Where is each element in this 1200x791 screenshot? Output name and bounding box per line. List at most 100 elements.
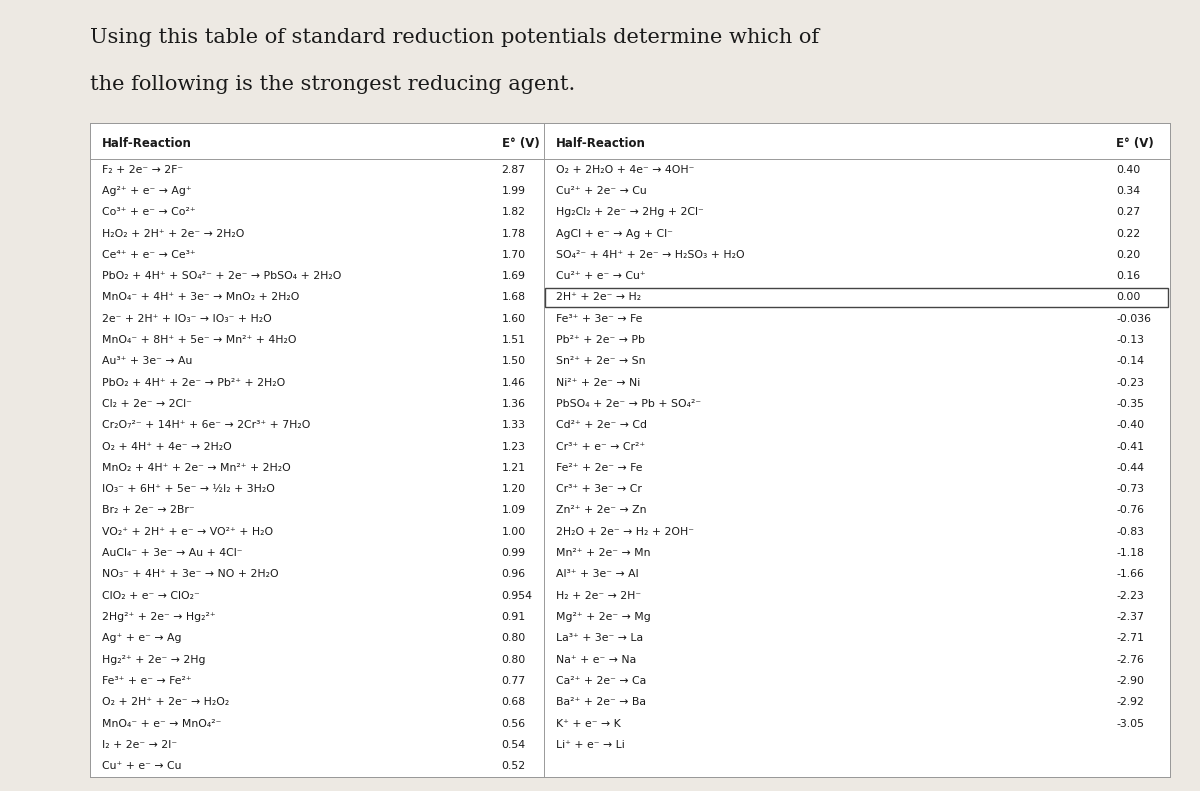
Text: Cu⁺ + e⁻ → Cu: Cu⁺ + e⁻ → Cu [102,761,181,771]
Text: AgCl + e⁻ → Ag + Cl⁻: AgCl + e⁻ → Ag + Cl⁻ [556,229,672,239]
Text: 0.56: 0.56 [502,718,526,729]
Text: Mn²⁺ + 2e⁻ → Mn: Mn²⁺ + 2e⁻ → Mn [556,548,650,558]
Text: -0.23: -0.23 [1116,377,1144,388]
Text: 1.36: 1.36 [502,399,526,409]
Text: VO₂⁺ + 2H⁺ + e⁻ → VO²⁺ + H₂O: VO₂⁺ + 2H⁺ + e⁻ → VO²⁺ + H₂O [102,527,274,537]
Text: 1.51: 1.51 [502,335,526,345]
Text: MnO₄⁻ + 4H⁺ + 3e⁻ → MnO₂ + 2H₂O: MnO₄⁻ + 4H⁺ + 3e⁻ → MnO₂ + 2H₂O [102,293,299,302]
Text: Mg²⁺ + 2e⁻ → Mg: Mg²⁺ + 2e⁻ → Mg [556,612,650,622]
Text: Br₂ + 2e⁻ → 2Br⁻: Br₂ + 2e⁻ → 2Br⁻ [102,505,194,516]
Text: -2.23: -2.23 [1116,591,1144,600]
Text: Cu²⁺ + 2e⁻ → Cu: Cu²⁺ + 2e⁻ → Cu [556,186,647,196]
Text: -0.40: -0.40 [1116,420,1144,430]
Bar [90,123,1170,777]
Text: F₂ + 2e⁻ → 2F⁻: F₂ + 2e⁻ → 2F⁻ [102,165,184,175]
Text: 1.78: 1.78 [502,229,526,239]
Text: K⁺ + e⁻ → K: K⁺ + e⁻ → K [556,718,620,729]
Text: Cd²⁺ + 2e⁻ → Cd: Cd²⁺ + 2e⁻ → Cd [556,420,647,430]
Text: 0.80: 0.80 [502,634,526,643]
Text: -0.036: -0.036 [1116,314,1151,324]
Text: H₂O₂ + 2H⁺ + 2e⁻ → 2H₂O: H₂O₂ + 2H⁺ + 2e⁻ → 2H₂O [102,229,245,239]
Text: -0.83: -0.83 [1116,527,1144,537]
Text: Zn²⁺ + 2e⁻ → Zn: Zn²⁺ + 2e⁻ → Zn [556,505,646,516]
Text: Fe³⁺ + e⁻ → Fe²⁺: Fe³⁺ + e⁻ → Fe²⁺ [102,676,192,686]
Text: Fe²⁺ + 2e⁻ → Fe: Fe²⁺ + 2e⁻ → Fe [556,463,642,473]
Text: -0.41: -0.41 [1116,441,1144,452]
Text: 1.21: 1.21 [502,463,526,473]
Text: -2.76: -2.76 [1116,655,1144,664]
Text: 0.52: 0.52 [502,761,526,771]
Text: Li⁺ + e⁻ → Li: Li⁺ + e⁻ → Li [556,740,624,750]
Text: Pb²⁺ + 2e⁻ → Pb: Pb²⁺ + 2e⁻ → Pb [556,335,644,345]
Text: 1.99: 1.99 [502,186,526,196]
Text: 2Hg²⁺ + 2e⁻ → Hg₂²⁺: 2Hg²⁺ + 2e⁻ → Hg₂²⁺ [102,612,216,622]
Bar [545,289,1168,307]
Text: 0.20: 0.20 [1116,250,1140,260]
Text: Au³⁺ + 3e⁻ → Au: Au³⁺ + 3e⁻ → Au [102,357,192,366]
Text: 0.99: 0.99 [502,548,526,558]
Text: H₂ + 2e⁻ → 2H⁻: H₂ + 2e⁻ → 2H⁻ [556,591,641,600]
Text: 0.96: 0.96 [502,570,526,579]
Text: 1.68: 1.68 [502,293,526,302]
Text: MnO₄⁻ + 8H⁺ + 5e⁻ → Mn²⁺ + 4H₂O: MnO₄⁻ + 8H⁺ + 5e⁻ → Mn²⁺ + 4H₂O [102,335,296,345]
Text: Ba²⁺ + 2e⁻ → Ba: Ba²⁺ + 2e⁻ → Ba [556,697,646,707]
Text: -0.14: -0.14 [1116,357,1144,366]
Text: -2.90: -2.90 [1116,676,1144,686]
Text: 0.91: 0.91 [502,612,526,622]
Text: Hg₂²⁺ + 2e⁻ → 2Hg: Hg₂²⁺ + 2e⁻ → 2Hg [102,655,205,664]
Text: 0.00: 0.00 [1116,293,1140,302]
Text: 2e⁻ + 2H⁺ + IO₃⁻ → IO₃⁻ + H₂O: 2e⁻ + 2H⁺ + IO₃⁻ → IO₃⁻ + H₂O [102,314,271,324]
Text: PbO₂ + 4H⁺ + 2e⁻ → Pb²⁺ + 2H₂O: PbO₂ + 4H⁺ + 2e⁻ → Pb²⁺ + 2H₂O [102,377,286,388]
Text: Cl₂ + 2e⁻ → 2Cl⁻: Cl₂ + 2e⁻ → 2Cl⁻ [102,399,192,409]
Text: Cr³⁺ + e⁻ → Cr²⁺: Cr³⁺ + e⁻ → Cr²⁺ [556,441,644,452]
Text: -1.66: -1.66 [1116,570,1144,579]
Text: IO₃⁻ + 6H⁺ + 5e⁻ → ½I₂ + 3H₂O: IO₃⁻ + 6H⁺ + 5e⁻ → ½I₂ + 3H₂O [102,484,275,494]
Text: PbSO₄ + 2e⁻ → Pb + SO₄²⁻: PbSO₄ + 2e⁻ → Pb + SO₄²⁻ [556,399,701,409]
Text: 1.82: 1.82 [502,207,526,218]
Text: -0.13: -0.13 [1116,335,1144,345]
Text: -1.18: -1.18 [1116,548,1144,558]
Text: I₂ + 2e⁻ → 2I⁻: I₂ + 2e⁻ → 2I⁻ [102,740,178,750]
Text: Half-Reaction: Half-Reaction [102,137,192,149]
Text: La³⁺ + 3e⁻ → La: La³⁺ + 3e⁻ → La [556,634,643,643]
Text: Ag²⁺ + e⁻ → Ag⁺: Ag²⁺ + e⁻ → Ag⁺ [102,186,192,196]
Text: MnO₂ + 4H⁺ + 2e⁻ → Mn²⁺ + 2H₂O: MnO₂ + 4H⁺ + 2e⁻ → Mn²⁺ + 2H₂O [102,463,290,473]
Text: 1.23: 1.23 [502,441,526,452]
Text: AuCl₄⁻ + 3e⁻ → Au + 4Cl⁻: AuCl₄⁻ + 3e⁻ → Au + 4Cl⁻ [102,548,242,558]
Text: Fe³⁺ + 3e⁻ → Fe: Fe³⁺ + 3e⁻ → Fe [556,314,642,324]
Text: 2H⁺ + 2e⁻ → H₂: 2H⁺ + 2e⁻ → H₂ [556,293,641,302]
Text: -2.71: -2.71 [1116,634,1144,643]
Text: Half-Reaction: Half-Reaction [556,137,646,149]
Text: Al³⁺ + 3e⁻ → Al: Al³⁺ + 3e⁻ → Al [556,570,638,579]
Text: 0.40: 0.40 [1116,165,1140,175]
Text: NO₃⁻ + 4H⁺ + 3e⁻ → NO + 2H₂O: NO₃⁻ + 4H⁺ + 3e⁻ → NO + 2H₂O [102,570,278,579]
Text: MnO₄⁻ + e⁻ → MnO₄²⁻: MnO₄⁻ + e⁻ → MnO₄²⁻ [102,718,221,729]
Text: Cr₂O₇²⁻ + 14H⁺ + 6e⁻ → 2Cr³⁺ + 7H₂O: Cr₂O₇²⁻ + 14H⁺ + 6e⁻ → 2Cr³⁺ + 7H₂O [102,420,311,430]
Text: -2.92: -2.92 [1116,697,1144,707]
Text: Ni²⁺ + 2e⁻ → Ni: Ni²⁺ + 2e⁻ → Ni [556,377,640,388]
Text: PbO₂ + 4H⁺ + SO₄²⁻ + 2e⁻ → PbSO₄ + 2H₂O: PbO₂ + 4H⁺ + SO₄²⁻ + 2e⁻ → PbSO₄ + 2H₂O [102,271,341,281]
Text: -0.73: -0.73 [1116,484,1144,494]
Text: Ce⁴⁺ + e⁻ → Ce³⁺: Ce⁴⁺ + e⁻ → Ce³⁺ [102,250,196,260]
Text: O₂ + 4H⁺ + 4e⁻ → 2H₂O: O₂ + 4H⁺ + 4e⁻ → 2H₂O [102,441,232,452]
Text: 1.60: 1.60 [502,314,526,324]
Text: 1.69: 1.69 [502,271,526,281]
Text: 0.80: 0.80 [502,655,526,664]
Text: -3.05: -3.05 [1116,718,1144,729]
Text: -0.76: -0.76 [1116,505,1144,516]
Text: O₂ + 2H⁺ + 2e⁻ → H₂O₂: O₂ + 2H⁺ + 2e⁻ → H₂O₂ [102,697,229,707]
Text: 1.50: 1.50 [502,357,526,366]
Text: the following is the strongest reducing agent.: the following is the strongest reducing … [90,75,575,94]
Text: O₂ + 2H₂O + 4e⁻ → 4OH⁻: O₂ + 2H₂O + 4e⁻ → 4OH⁻ [556,165,694,175]
Text: Cu²⁺ + e⁻ → Cu⁺: Cu²⁺ + e⁻ → Cu⁺ [556,271,646,281]
Text: 1.46: 1.46 [502,377,526,388]
Text: 2.87: 2.87 [502,165,526,175]
Text: ClO₂ + e⁻ → ClO₂⁻: ClO₂ + e⁻ → ClO₂⁻ [102,591,199,600]
Text: Cr³⁺ + 3e⁻ → Cr: Cr³⁺ + 3e⁻ → Cr [556,484,642,494]
Text: 1.33: 1.33 [502,420,526,430]
Text: 0.954: 0.954 [502,591,533,600]
Text: Ag⁺ + e⁻ → Ag: Ag⁺ + e⁻ → Ag [102,634,181,643]
Text: 1.20: 1.20 [502,484,526,494]
Text: 1.70: 1.70 [502,250,526,260]
Text: 1.09: 1.09 [502,505,526,516]
